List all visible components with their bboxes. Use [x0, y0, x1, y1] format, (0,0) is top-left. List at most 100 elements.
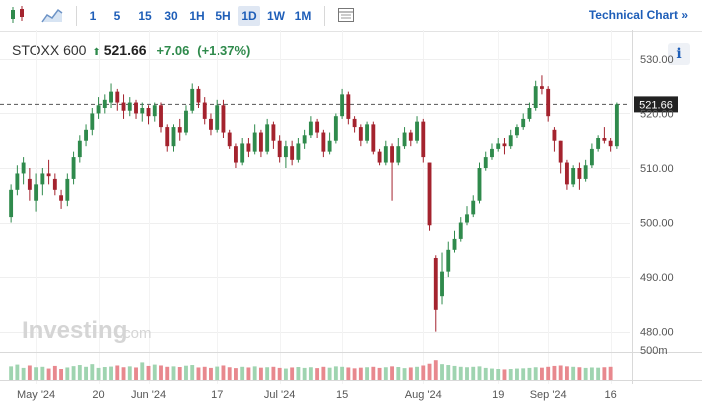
timeframe-1w[interactable]: 1W	[267, 9, 285, 23]
candle	[602, 127, 607, 144]
candle	[40, 168, 45, 196]
candle	[589, 143, 594, 168]
volume-bar	[508, 369, 513, 380]
candle-body	[9, 189, 14, 218]
x-tick-label: Sep '24	[530, 389, 567, 401]
x-tick-label: 16	[605, 389, 617, 401]
candle	[152, 102, 157, 122]
volume-bar	[52, 365, 57, 380]
candle-body	[134, 102, 138, 114]
table-icon[interactable]	[336, 4, 356, 26]
candle-body	[65, 178, 70, 201]
timeframe-5[interactable]: 5	[113, 9, 121, 23]
volume-bar	[446, 365, 451, 380]
volume-bar	[327, 367, 332, 380]
timeframe-30[interactable]: 30	[164, 9, 178, 23]
x-tick-label: 15	[336, 389, 348, 401]
last-price: 521.66	[103, 42, 147, 58]
candle-body	[165, 127, 170, 147]
candle	[209, 113, 213, 136]
candle	[546, 86, 551, 122]
volume-bar	[452, 365, 457, 380]
candle	[9, 184, 14, 223]
toolbar-separator	[324, 6, 325, 26]
timeframe-1m[interactable]: 1M	[294, 9, 312, 23]
candle-body	[84, 129, 88, 141]
candle-body	[59, 195, 64, 201]
candle-body	[515, 127, 519, 136]
technical-chart-link[interactable]: Technical Chart »	[589, 8, 688, 22]
candle	[515, 124, 519, 138]
candle	[277, 135, 282, 163]
candle	[308, 116, 313, 138]
candle	[433, 255, 438, 332]
candle	[521, 113, 526, 130]
candle	[508, 129, 513, 149]
candle-body	[408, 132, 413, 141]
volume-bar	[96, 367, 101, 380]
candle	[71, 151, 76, 185]
candle	[415, 116, 419, 144]
candle-body	[589, 148, 594, 166]
volume-bar	[258, 367, 263, 380]
volume-bar	[240, 366, 245, 380]
candle-body	[502, 143, 507, 147]
candle	[159, 102, 163, 133]
candle-body	[415, 121, 419, 141]
candle-body	[427, 162, 432, 226]
timeframe-1d[interactable]: 1D	[238, 6, 260, 26]
volume-bar	[502, 369, 507, 380]
x-tick-label: 20	[92, 389, 104, 401]
candle-body	[471, 200, 476, 215]
candle-body	[440, 271, 444, 297]
candle	[296, 138, 301, 163]
volume-bar	[427, 363, 432, 380]
x-tick-label: 19	[492, 389, 504, 401]
candle-body	[583, 165, 588, 179]
candle	[327, 132, 332, 155]
timeframe-15[interactable]: 15	[138, 9, 152, 23]
timeframe-1h[interactable]: 1H	[189, 9, 205, 23]
volume-bar	[146, 365, 151, 380]
candle-body	[290, 146, 295, 160]
candle-body	[258, 132, 263, 152]
candle-body	[252, 132, 257, 152]
candle-body	[564, 162, 569, 185]
candle-body	[90, 113, 95, 130]
volume-bar	[227, 367, 232, 380]
candle-body	[227, 132, 232, 147]
candle	[59, 189, 64, 209]
volume-bar	[234, 368, 238, 380]
candle-body	[483, 157, 488, 168]
candle-body	[614, 104, 619, 147]
y-axis: 521.66 480.00 490.00 500.00 510.00 520.00 530.…	[634, 54, 678, 357]
candle	[352, 116, 357, 133]
price-change-percent: (+1.37%)	[197, 43, 251, 58]
volume-bar	[365, 367, 370, 380]
volume-bar	[196, 367, 201, 380]
area-chart-icon[interactable]	[40, 4, 64, 26]
info-button[interactable]: i	[668, 43, 690, 65]
timeframe-5h[interactable]: 5H	[215, 9, 231, 23]
candle	[333, 113, 338, 144]
candle	[383, 140, 388, 166]
candle-body	[546, 88, 551, 117]
volume-bar	[483, 367, 488, 380]
watermark: Investing.com	[22, 317, 152, 344]
candle-body	[527, 108, 532, 119]
candle	[258, 129, 263, 158]
candle-body	[21, 162, 26, 174]
x-tick-label: Jul '24	[264, 389, 295, 401]
volume-bar	[596, 367, 601, 380]
candle	[27, 168, 32, 201]
volume-bar	[102, 367, 107, 380]
candle	[34, 173, 39, 212]
double-chevron-right-icon: »	[681, 8, 688, 22]
candle-body	[40, 173, 45, 185]
volume-bar	[527, 367, 532, 380]
candle-body	[377, 151, 382, 163]
candlestick-icon[interactable]	[8, 4, 28, 26]
volume-bar	[221, 365, 226, 380]
volume-bar	[246, 367, 251, 380]
timeframe-1[interactable]: 1	[89, 9, 97, 23]
